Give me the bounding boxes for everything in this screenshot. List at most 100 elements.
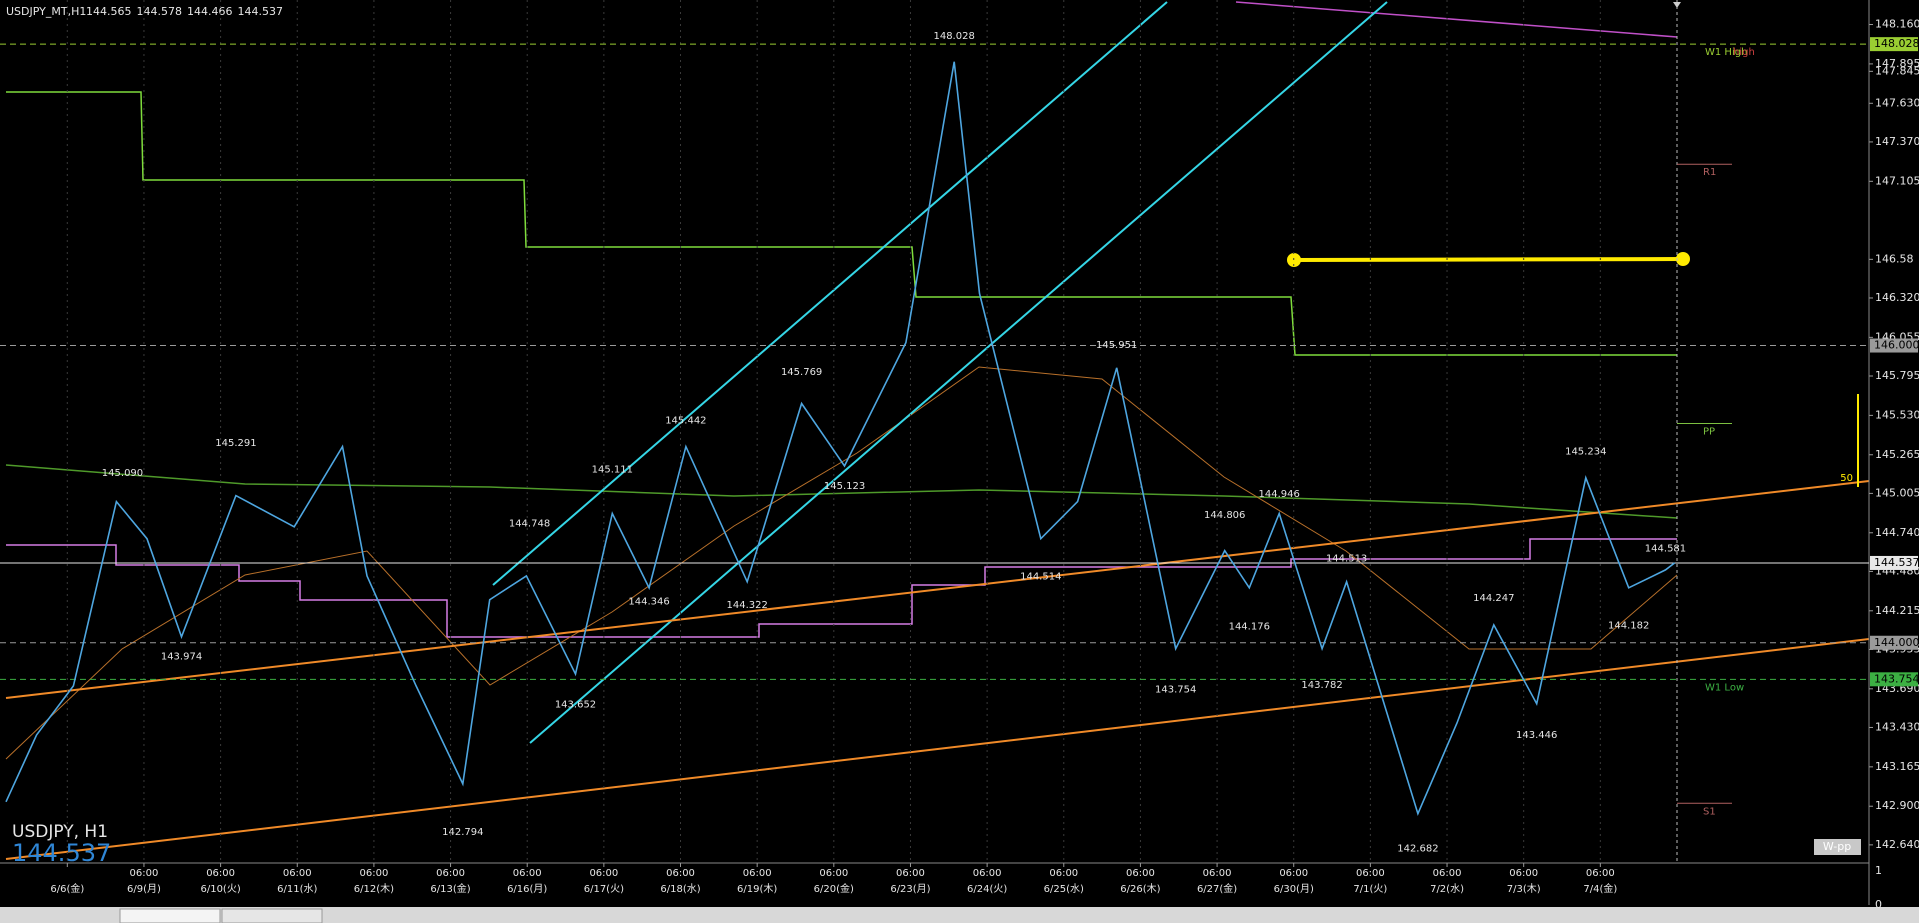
price-annotation: 144.581 [1645,543,1686,554]
magenta-line [1235,1,1678,38]
x-time-label: 06:00 [1356,868,1385,879]
y-tick-label: 144.740 [1875,526,1919,539]
corner-symbol: USDJPY, H1 [12,822,108,842]
x-time-label: 06:00 [206,868,235,879]
x-date-label: 7/4(金) [1583,882,1617,895]
price-marker-label: 146.000 [1874,339,1919,352]
yellow-line [1293,257,1684,262]
price-annotation: 144.247 [1473,593,1514,604]
x-time-label: 06:00 [513,868,542,879]
x-date-label: 7/3(木) [1507,883,1541,895]
ohlc-value: 144.565 [86,5,132,18]
x-date-label: 6/16(月) [507,883,547,895]
pivot-step-line [6,91,1677,356]
sub-tick-label: 1 [1875,864,1882,877]
x-date-label: 7/1(火) [1353,883,1387,895]
long-ma [5,464,1678,519]
price-annotation: 143.652 [555,699,596,710]
indicator-label: W-pp [1823,840,1851,853]
price-marker-label: 144.537 [1874,556,1919,569]
x-time-label: 06:00 [973,868,1002,879]
price-annotation: 148.028 [933,31,974,42]
y-tick-label: 143.430 [1875,720,1919,733]
ma-step-line [6,538,1677,638]
x-time-label: 06:00 [589,868,618,879]
price-annotation: 145.769 [781,367,822,378]
price-marker [1870,555,1918,570]
price-annotation: 142.794 [442,827,483,838]
x-time-label: 06:00 [743,868,772,879]
price-annotation: 144.182 [1608,621,1649,632]
y-tick-label: 145.530 [1875,408,1919,421]
price-annotation: 144.176 [1229,622,1270,633]
sub-tick-label: 0 [1875,898,1882,911]
price-annotation: 144.322 [727,600,768,611]
y-tick-label: 145.795 [1875,369,1919,382]
x-time-label: 06:00 [819,868,848,879]
handle [1676,252,1690,266]
ohlc-value: 144.466 [187,5,233,18]
ohlc-value: 144.537 [238,5,284,18]
price-annotation: 144.946 [1258,489,1299,500]
x-date-label: 6/23(月) [890,883,930,895]
level-name: W1 Low [1705,682,1744,693]
x-time-label: 06:00 [436,868,465,879]
y-tick-label: 144.215 [1875,604,1919,617]
y-tick-label: 148.160 [1875,18,1919,31]
price-annotation: 144.748 [509,519,550,530]
x-time-label: 06:00 [1049,868,1078,879]
x-time-label: 06:00 [666,868,695,879]
level-name: W1 High [1705,47,1747,58]
price-annotation: 143.446 [1516,730,1557,741]
y-tick-label: 147.370 [1875,135,1919,148]
price-marker [1870,635,1918,650]
y-tick-label: 146.320 [1875,291,1919,304]
indicator-box [1814,839,1861,855]
ohlc-value: 144.578 [137,5,183,18]
tab[interactable] [119,908,221,923]
x-date-label: 6/24(火) [967,883,1007,895]
y-tick-label: 147.630 [1875,96,1919,109]
price-annotation: 144.513 [1326,554,1367,565]
y-tick-label: 145.005 [1875,486,1919,499]
price-annotation: 144.514 [1020,571,1061,582]
price-annotation: 145.090 [102,468,143,479]
x-time-label: 06:00 [1126,868,1155,879]
x-time-label: 06:00 [1279,868,1308,879]
x-date-label: 6/19(木) [737,883,777,895]
pivot-label: S1 [1703,806,1716,817]
x-date-label: 6/27(金) [1197,882,1237,895]
price-annotation: 145.291 [215,438,256,449]
price-annotation: 144.346 [628,596,669,607]
price-annotation: 143.754 [1155,684,1196,695]
x-time-label: 06:00 [896,868,925,879]
price-annotation: 144.806 [1204,510,1245,521]
bid: 144.537 [12,839,111,867]
y-tick-label: 142.640 [1875,838,1919,851]
x-time-label: 06:00 [1586,868,1615,879]
symbol: USDJPY_MT,H1 [6,5,86,18]
price-annotation: 142.682 [1397,844,1438,855]
x-date-label: 6/20(金) [814,882,854,895]
tab-bar [0,907,1919,923]
y-tick-label: 147.105 [1875,174,1919,187]
pivot-label: PP [1703,427,1715,438]
price-marker [1870,338,1918,353]
price-marker-label: 144.000 [1874,636,1919,649]
x-date-label: 6/10(火) [200,883,240,895]
ohlc: 144.565 144.578 144.466 144.537 [86,5,283,18]
slow-ma [5,366,1678,760]
tab[interactable] [221,908,323,923]
level-tag: high [1733,47,1755,58]
x-date-label: 6/9(月) [127,883,161,895]
x-time-label: 06:00 [283,868,312,879]
x-date-label: 6/18(水) [660,883,700,895]
pivot-label: R1 [1703,167,1716,178]
price-annotation: 145.123 [824,481,865,492]
y-tick-label: 143.165 [1875,760,1919,773]
x-date-label: 6/11(水) [277,883,317,895]
x-time-label: 06:00 [359,868,388,879]
y-tick-label: 147.845 [1875,64,1919,77]
x-date-label: 6/30(月) [1274,883,1314,895]
